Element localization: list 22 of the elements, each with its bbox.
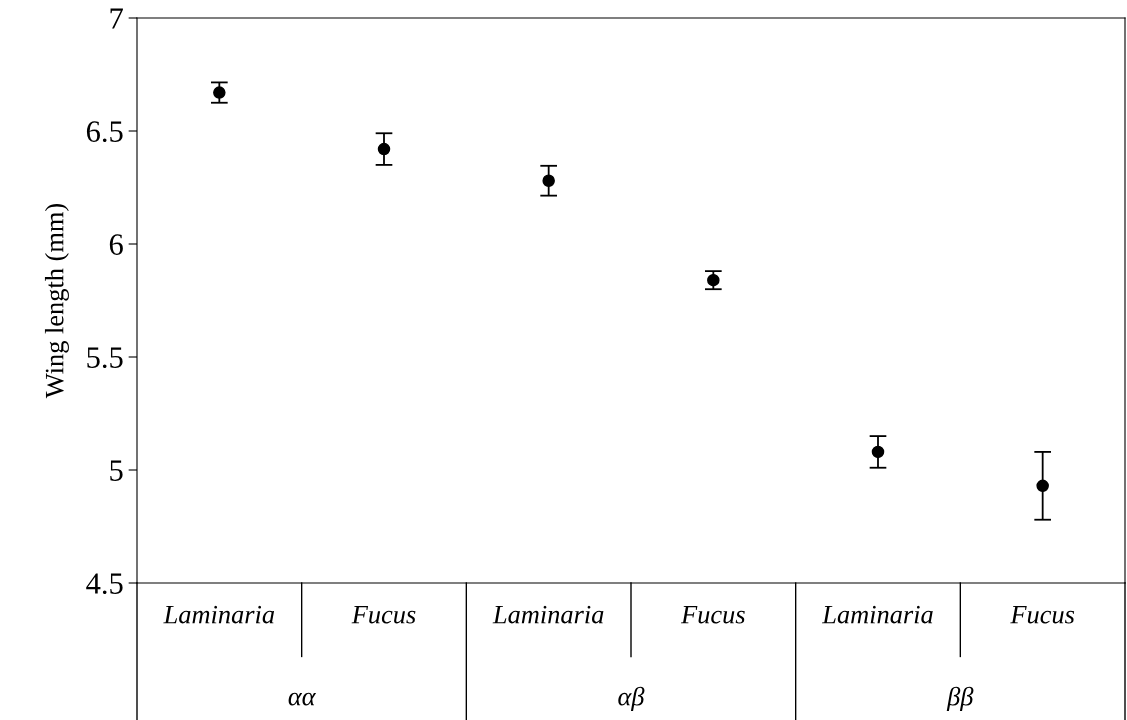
y-tick-label: 6.5 xyxy=(86,121,123,143)
y-tick-label: 5 xyxy=(110,460,123,481)
x-tick-label: Laminaria xyxy=(492,605,604,624)
y-axis-title: Wing length (mm) xyxy=(44,203,69,399)
point xyxy=(213,86,226,99)
point xyxy=(377,142,391,156)
point xyxy=(871,445,885,459)
point xyxy=(542,174,555,187)
x-tick-label: Fucus xyxy=(1010,605,1075,624)
x-tick-label: Laminaria xyxy=(821,605,933,624)
y-tick-label: 5.5 xyxy=(87,347,123,369)
x-tick-label: Laminaria xyxy=(163,605,275,624)
y-tick-label: 6 xyxy=(109,234,123,255)
x-tick-label: Fucus xyxy=(351,605,416,624)
text: ββ xyxy=(946,686,974,711)
text: αα xyxy=(288,692,316,706)
y-tick-label: 7 xyxy=(110,8,123,29)
point xyxy=(1036,479,1049,493)
x-tick-label: Fucus xyxy=(680,605,745,624)
y-tick-label: 4.5 xyxy=(86,573,123,595)
text: αβ xyxy=(618,686,645,711)
point xyxy=(707,273,720,287)
